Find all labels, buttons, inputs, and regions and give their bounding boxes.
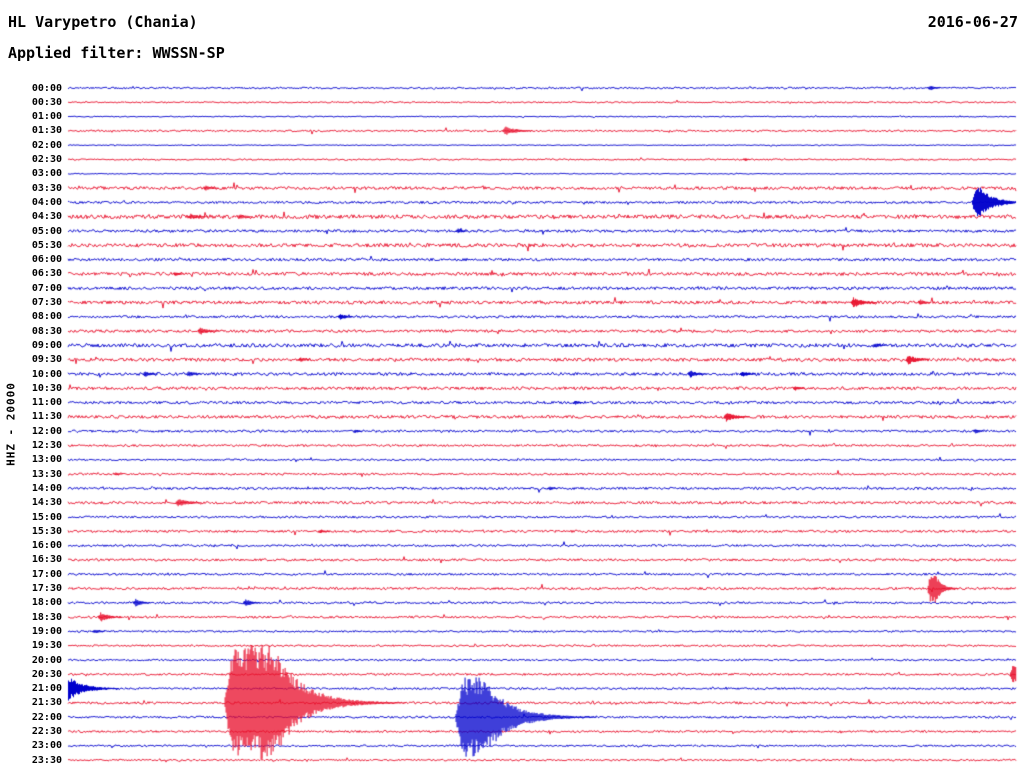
helicorder-page: HL Varypetro (Chania) 2016-06-27 Applied… (0, 0, 1024, 780)
seismogram-traces (0, 0, 1024, 780)
